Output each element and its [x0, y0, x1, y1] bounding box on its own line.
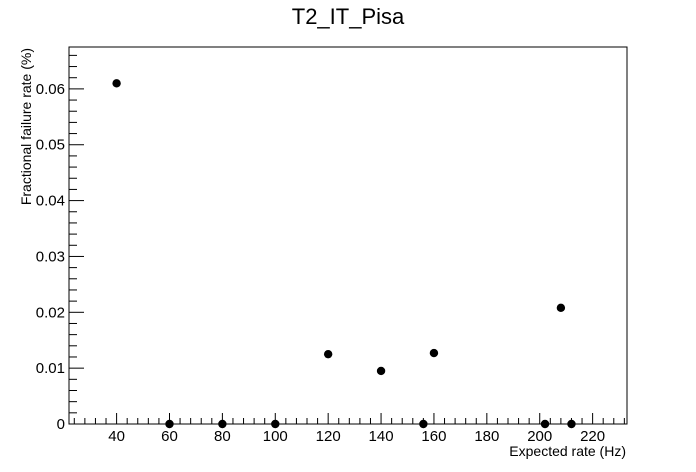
- data-point: [218, 419, 227, 429]
- y-tick-label: 0.06: [36, 81, 65, 98]
- plot-frame: [68, 46, 628, 425]
- y-tick-label: 0.05: [36, 137, 65, 154]
- x-tick-label: 120: [316, 428, 341, 445]
- data-point: [112, 79, 121, 88]
- x-tick-label: 60: [161, 428, 178, 445]
- data-point: [376, 366, 386, 376]
- chart-title: T2_IT_Pisa: [292, 4, 405, 29]
- y-axis-tick-labels: 0 0.01 0.02 0.03 0.04 0.05 0.06: [36, 81, 65, 433]
- y-tick-label: 0.04: [36, 193, 65, 210]
- data-point: [271, 419, 280, 429]
- data-point: [323, 349, 333, 359]
- data-point: [165, 419, 174, 429]
- x-axis-ticks: [73, 413, 625, 424]
- data-point: [419, 419, 428, 429]
- x-tick-label: 220: [580, 428, 605, 445]
- x-tick-label: 180: [474, 428, 499, 445]
- y-tick-label: 0.03: [36, 248, 65, 265]
- y-tick-label: 0.01: [36, 360, 65, 377]
- x-tick-label: 140: [369, 428, 394, 445]
- data-point: [567, 419, 576, 429]
- x-tick-label: 40: [108, 428, 125, 445]
- x-axis-tick-labels: 40 60 80 100 120 140 160 180 200 220: [108, 428, 605, 445]
- x-tick-label: 100: [263, 428, 288, 445]
- y-axis-title: Fractional failure rate (%): [18, 48, 34, 205]
- x-tick-label: 160: [421, 428, 446, 445]
- x-axis-title: Expected rate (Hz): [509, 443, 626, 459]
- data-point: [540, 419, 550, 429]
- x-tick-label: 200: [527, 428, 552, 445]
- y-axis-ticks: [69, 54, 84, 425]
- data-point: [429, 348, 439, 358]
- data-points: [112, 79, 576, 429]
- x-tick-label: 80: [214, 428, 231, 445]
- y-tick-label: 0: [57, 416, 65, 433]
- data-point: [556, 303, 566, 313]
- y-tick-label: 0.02: [36, 304, 65, 321]
